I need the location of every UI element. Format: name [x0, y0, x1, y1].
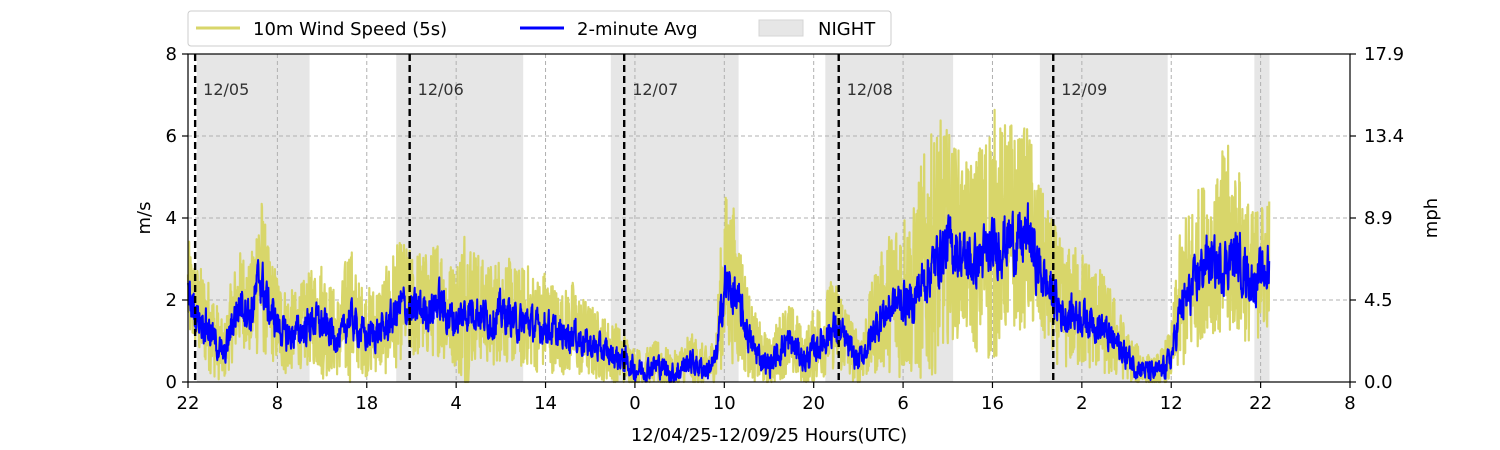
y-tick-label-right: 17.9: [1364, 44, 1404, 65]
x-ticks: 22 8 18 4 14 0 10 20 6 16 2 12 22 8: [177, 382, 1356, 414]
y-tick-label-left: 2: [166, 290, 177, 311]
x-tick-label: 18: [355, 393, 378, 414]
y-tick-label-left: 6: [166, 126, 177, 147]
legend-label-raw: 10m Wind Speed (5s): [253, 19, 447, 40]
y-ticks-left: 0 2 4 6 8: [166, 44, 188, 393]
x-tick-label: 10: [713, 393, 736, 414]
y-tick-label-right: 0.0: [1364, 372, 1393, 393]
legend: 10m Wind Speed (5s) 2-minute Avg NIGHT: [187, 10, 892, 47]
x-tick-label: 12: [1160, 393, 1183, 414]
x-tick-label: 22: [177, 393, 200, 414]
x-tick-label: 0: [629, 393, 640, 414]
y-axis-label-right: mph: [1421, 198, 1442, 238]
x-tick-label: 20: [802, 393, 825, 414]
y-tick-label-right: 13.4: [1364, 126, 1404, 147]
legend-label-avg: 2-minute Avg: [577, 19, 698, 40]
x-tick-label: 16: [981, 393, 1004, 414]
y-axis-label-left: m/s: [134, 202, 155, 235]
avg-wind-series: [187, 202, 1271, 383]
x-axis-label: 12/04/25-12/09/25 Hours(UTC): [631, 425, 907, 446]
x-tick-label: 8: [1344, 393, 1355, 414]
x-tick-label: 14: [534, 393, 557, 414]
y-ticks-right: 0.0 4.5 8.9 13.4 17.9: [1350, 44, 1404, 393]
day-marker-label-0: 12/05: [203, 80, 249, 99]
x-tick-label: 2: [1076, 393, 1087, 414]
y-tick-label-right: 8.9: [1364, 208, 1393, 229]
y-tick-label-left: 0: [166, 372, 177, 393]
x-tick-label: 4: [450, 393, 461, 414]
day-markers: 12/05 12/06 12/07 12/08 12/09: [193, 54, 1107, 382]
day-marker-label-1: 12/06: [418, 80, 464, 99]
day-marker-label-3: 12/08: [847, 80, 893, 99]
x-tick-label: 8: [272, 393, 283, 414]
y-tick-label-left: 4: [166, 208, 177, 229]
series-line-avg-wind: [187, 202, 1271, 383]
day-marker-label-2: 12/07: [632, 80, 678, 99]
x-tick-label: 22: [1249, 393, 1272, 414]
y-tick-label-left: 8: [166, 44, 177, 65]
legend-swatch-night: [758, 19, 804, 37]
x-tick-label: 6: [897, 393, 908, 414]
y-tick-label-right: 4.5: [1364, 290, 1393, 311]
legend-label-night: NIGHT: [818, 19, 876, 40]
day-marker-label-4: 12/09: [1061, 80, 1107, 99]
